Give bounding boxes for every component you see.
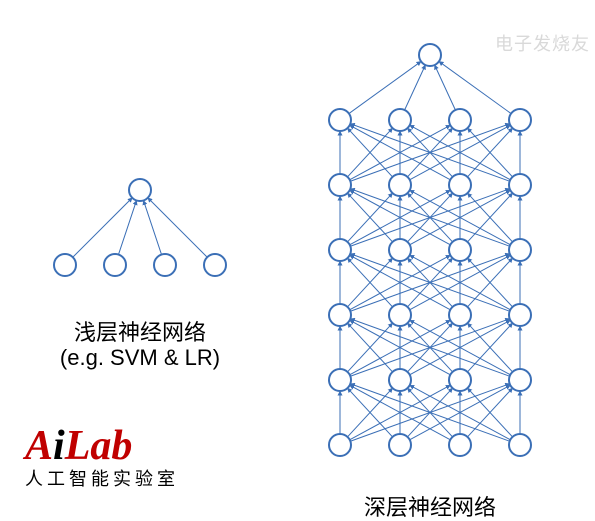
- node: [389, 109, 411, 131]
- node: [509, 109, 531, 131]
- node: [329, 369, 351, 391]
- edge: [73, 198, 132, 257]
- node: [449, 369, 471, 391]
- watermark-text: 电子发烧友: [495, 30, 590, 56]
- node: [204, 254, 226, 276]
- edge: [439, 61, 511, 113]
- node: [509, 304, 531, 326]
- logo-sub: 人工智能实验室: [25, 465, 179, 491]
- shallow-label-line1: 浅层神经网络: [74, 315, 206, 347]
- logo-top: AiLab: [25, 425, 179, 467]
- node: [449, 239, 471, 261]
- node: [104, 254, 126, 276]
- node: [329, 174, 351, 196]
- edge: [435, 65, 456, 110]
- node: [509, 174, 531, 196]
- node: [329, 239, 351, 261]
- node: [419, 44, 441, 66]
- node: [449, 109, 471, 131]
- node: [449, 174, 471, 196]
- node: [509, 369, 531, 391]
- node: [329, 434, 351, 456]
- node: [129, 179, 151, 201]
- edge: [148, 198, 207, 257]
- node: [389, 304, 411, 326]
- edge: [349, 61, 421, 113]
- shallow-label-line2: (e.g. SVM & LR): [60, 345, 220, 371]
- node: [449, 304, 471, 326]
- node: [329, 109, 351, 131]
- node: [449, 434, 471, 456]
- node: [389, 174, 411, 196]
- node: [389, 434, 411, 456]
- node: [154, 254, 176, 276]
- node: [509, 239, 531, 261]
- node: [54, 254, 76, 276]
- node: [509, 434, 531, 456]
- deep-label: 深层神经网络: [364, 490, 496, 521]
- node: [389, 369, 411, 391]
- edge: [405, 65, 426, 110]
- node: [329, 304, 351, 326]
- node: [389, 239, 411, 261]
- ailab-logo: AiLab 人工智能实验室: [25, 425, 179, 491]
